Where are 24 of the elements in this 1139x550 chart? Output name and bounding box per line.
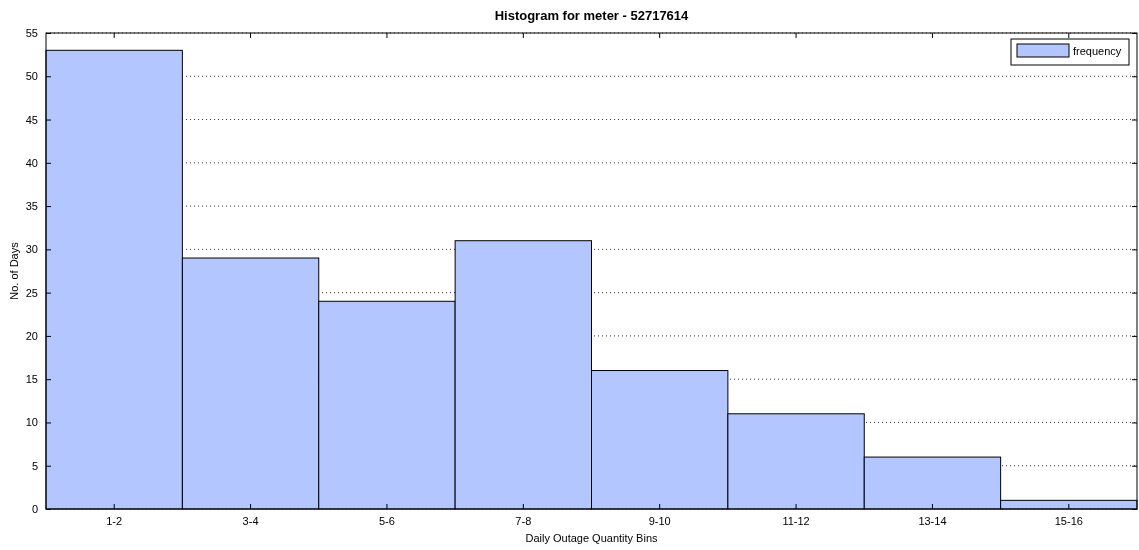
x-tick-label: 3-4 [242, 514, 259, 527]
chart-title: Histogram for meter - 52717614 [494, 8, 690, 23]
y-tick-label: 0 [31, 503, 38, 516]
y-tick-label: 35 [25, 200, 38, 213]
x-tick-label: 7-8 [515, 514, 532, 527]
y-tick-label: 20 [25, 329, 38, 342]
x-axis-title: Daily Outage Quantity Bins [525, 532, 659, 544]
y-tick-label: 5 [31, 459, 38, 472]
legend-label: frequency [1073, 45, 1122, 57]
y-tick-label: 25 [25, 286, 38, 299]
x-tick-label: 1-2 [106, 514, 123, 527]
y-axis-title: No. of Days [8, 241, 20, 300]
y-tick-label: 45 [25, 113, 38, 126]
x-tick-label: 15-16 [1054, 514, 1083, 527]
y-tick-label: 55 [25, 27, 38, 40]
y-tick-label: 30 [25, 243, 38, 256]
y-tick-label: 50 [25, 70, 38, 83]
y-tick-label: 40 [25, 156, 38, 169]
x-tick-label: 11-12 [782, 514, 810, 527]
y-tick-label: 15 [25, 373, 38, 386]
x-tick-label: 5-6 [378, 514, 395, 527]
x-tick-label: 13-14 [918, 514, 947, 527]
x-tick-label: 9-10 [648, 514, 671, 527]
y-tick-label: 10 [25, 416, 38, 429]
